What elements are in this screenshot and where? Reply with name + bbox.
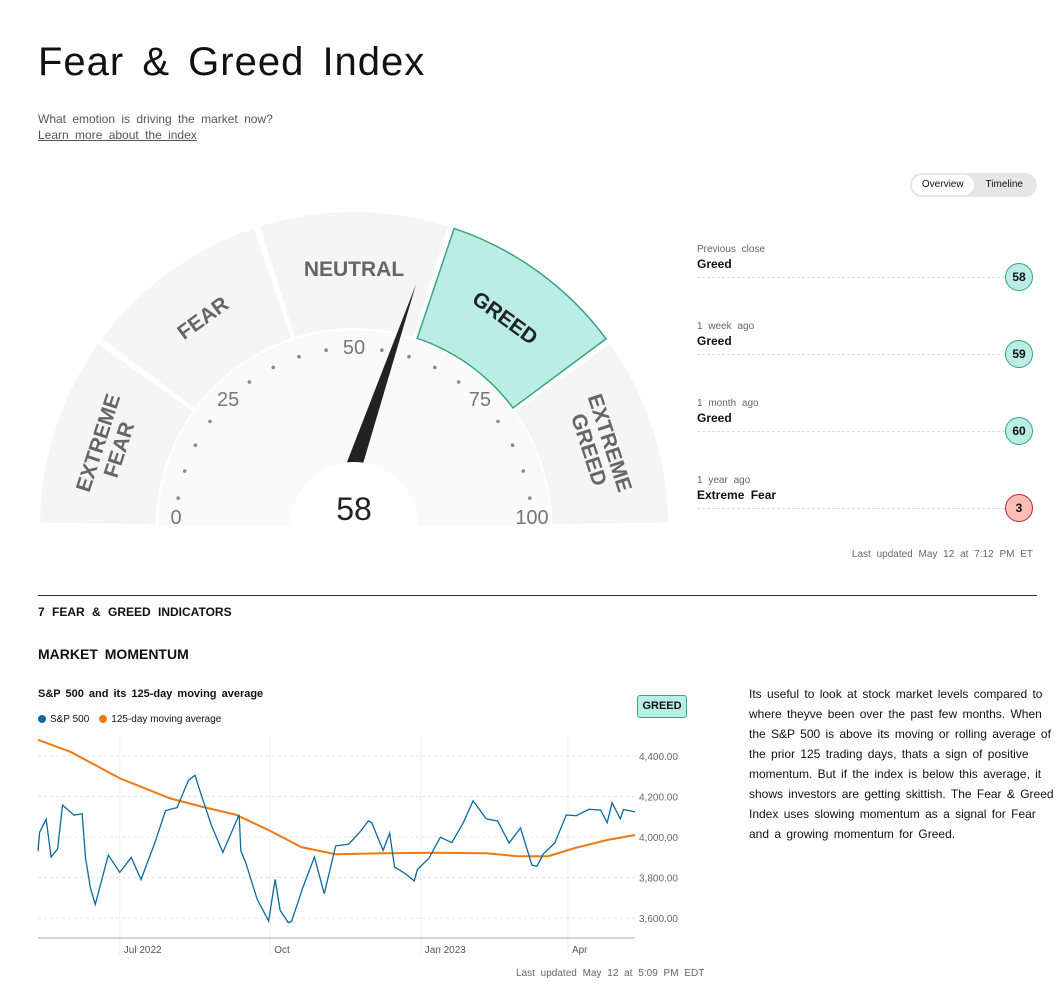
momentum-chart[interactable]: Jul 2022 Oct Jan 2023 Apr 3,600.00 3,800.00 4,… [0,730,700,965]
y-tick-label: 4,000.00 [639,833,678,844]
x-tick-label: Oct [274,945,290,956]
dot-icon [99,715,108,723]
tab-overview[interactable]: Overview [912,175,974,195]
gauge-segment [416,227,608,409]
gauge-segment [40,344,193,524]
y-tick-label: 4,200.00 [639,793,678,804]
history-score: 59 [1005,340,1033,368]
gauge-tick-dot [433,365,437,370]
history-score: 58 [1005,263,1033,291]
history-score: 60 [1005,417,1033,445]
page-title: Fear & Greed Index [38,40,426,84]
gauge-tick-dot [456,380,461,384]
gauge-inner [158,330,550,526]
gauge-tick-dot [380,348,384,352]
legend-label: 125-day moving average [111,714,222,725]
gauge-tick-dot [496,419,500,424]
dashed-leader [697,431,1005,432]
gauge-tick-dot [528,496,532,500]
history-item: Previous close Greed 58 [697,244,1033,294]
moving-average-line [37,738,636,858]
gauge-segment [101,228,291,408]
history-rating: Greed [697,411,736,425]
divider [38,595,1037,596]
y-tick-label: 4,400.00 [639,752,678,763]
gauge-tick-dot [182,469,187,473]
chart-last-updated: Last updated May 12 at 5:09 PM EDT [516,968,705,979]
chart-title: S&P 500 and its 125-day moving average [38,688,264,700]
gauge-segment [515,344,668,524]
sp500-line [37,774,636,924]
history-score: 3 [1005,494,1033,522]
dot-icon [38,715,46,723]
dashed-leader [697,277,1005,278]
gauge-tick-dot [176,496,180,500]
history-rating: Extreme Fear [697,488,781,502]
gauge-tick-dot [208,419,212,424]
tab-timeline[interactable]: Timeline [985,179,1023,190]
y-tick-label: 3,800.00 [639,874,678,885]
history-item: 1 year ago Extreme Fear 3 [697,475,1033,525]
gauge-value: 58 [336,491,372,527]
gauge-segment-label: NEUTRAL [304,258,404,281]
history-rating: Greed [697,257,736,271]
gauge-tick-dot [521,469,526,473]
momentum-status-badge: GREED [637,695,687,718]
subtitle: What emotion is driving the market now? [38,112,273,126]
gauge-tick-dot [510,443,515,447]
gauge-tick-dot [247,380,252,384]
history-period: 1 month ago [697,398,759,409]
gauge-tick-dot [193,443,198,447]
y-tick-label: 3,600.00 [639,914,678,925]
legend-moving-average[interactable]: 125-day moving average [99,714,221,725]
history-period: Previous close [697,244,766,255]
history-period: 1 week ago [697,321,755,332]
gauge-tick-dot [407,354,411,359]
gauge-tick-dot [324,348,328,352]
gauge-tick-label: 25 [217,389,239,411]
market-momentum-heading: MARKET MOMENTUM [38,646,189,662]
x-tick-label: Jul 2022 [124,945,162,956]
view-toggle: Overview Timeline [910,173,1037,197]
momentum-description: Its useful to look at stock market level… [749,687,1054,841]
fear-greed-gauge: EXTREMEFEARFEARNEUTRALGREEDEXTREMEGREED0… [40,212,668,529]
gauge-tick-dot [271,365,275,370]
chart-legend: S&P 500 125-day moving average [38,714,221,725]
gauge-tick-label: 75 [469,389,491,411]
history-rating: Greed [697,334,736,348]
indicators-heading: 7 FEAR & GREED INDICATORS [38,605,232,619]
legend-sp500[interactable]: S&P 500 [38,714,89,725]
gauge-center [290,462,418,526]
learn-more-link[interactable]: Learn more about the index [38,128,197,142]
x-tick-label: Apr [572,945,588,956]
gauge-segment [260,212,448,338]
legend-label: S&P 500 [50,714,90,725]
gauge-last-updated: Last updated May 12 at 7:12 PM ET [851,549,1033,560]
gauge-tick-label: 100 [515,507,548,529]
x-tick-label: Jan 2023 [425,945,467,956]
gauge-tick-dot [297,354,301,359]
dashed-leader [697,354,1005,355]
gauge-tick-label: 0 [170,507,181,529]
gauge-needle [346,283,417,468]
gauge-tick-label: 50 [343,337,365,359]
label-word: NEUTRAL [304,258,404,281]
dashed-leader [697,508,1005,509]
history-item: 1 week ago Greed 59 [697,321,1033,371]
history-period: 1 year ago [697,475,751,486]
history-item: 1 month ago Greed 60 [697,398,1033,448]
gauge-segment-label: EXTREMEGREED [562,391,636,501]
